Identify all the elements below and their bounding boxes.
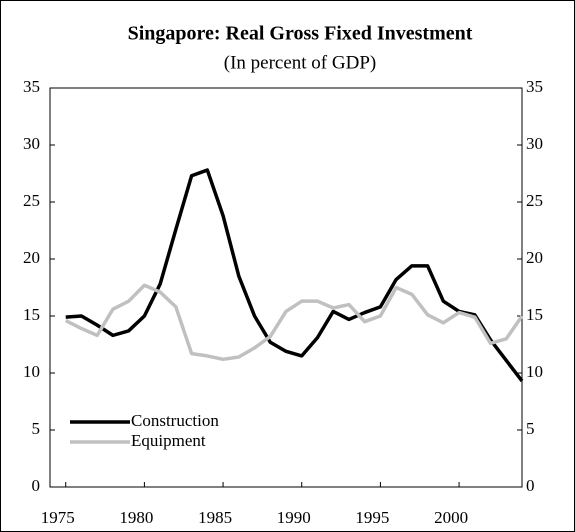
x-tick-label: 2000: [434, 508, 468, 527]
legend-label: Equipment: [131, 431, 206, 450]
y-tick-label: 15: [23, 305, 40, 324]
y2-tick-label: 30: [526, 134, 543, 153]
chart-subtitle: (In percent of GDP): [224, 52, 376, 73]
y2-tick-label: 5: [526, 419, 535, 438]
y2-tick-label: 10: [526, 362, 543, 381]
x-tick-label: 1975: [41, 508, 75, 527]
y2-tick-label: 25: [526, 191, 543, 210]
y-tick-label: 0: [32, 476, 41, 495]
series-line: [65, 168, 524, 383]
x-tick-label: 1995: [355, 508, 389, 527]
chart-title: Singapore: Real Gross Fixed Investment: [128, 23, 473, 45]
series-line: [64, 283, 524, 362]
y2-tick-label: 0: [526, 476, 535, 495]
x-tick-label: 1980: [119, 508, 153, 527]
y-tick-label: 20: [23, 248, 40, 267]
plot-area: [49, 87, 523, 488]
y-tick-label: 35: [23, 77, 40, 96]
x-tick-label: 1985: [198, 508, 232, 527]
x-tick-label: 1990: [277, 508, 311, 527]
y-tick-label: 5: [32, 419, 41, 438]
y2-tick-label: 35: [526, 77, 543, 96]
y-tick-label: 25: [23, 191, 40, 210]
y2-tick-label: 15: [526, 305, 543, 324]
y-tick-label: 30: [23, 134, 40, 153]
y-tick-label: 10: [23, 362, 40, 381]
y2-tick-label: 20: [526, 248, 543, 267]
legend-label: Construction: [131, 411, 219, 430]
